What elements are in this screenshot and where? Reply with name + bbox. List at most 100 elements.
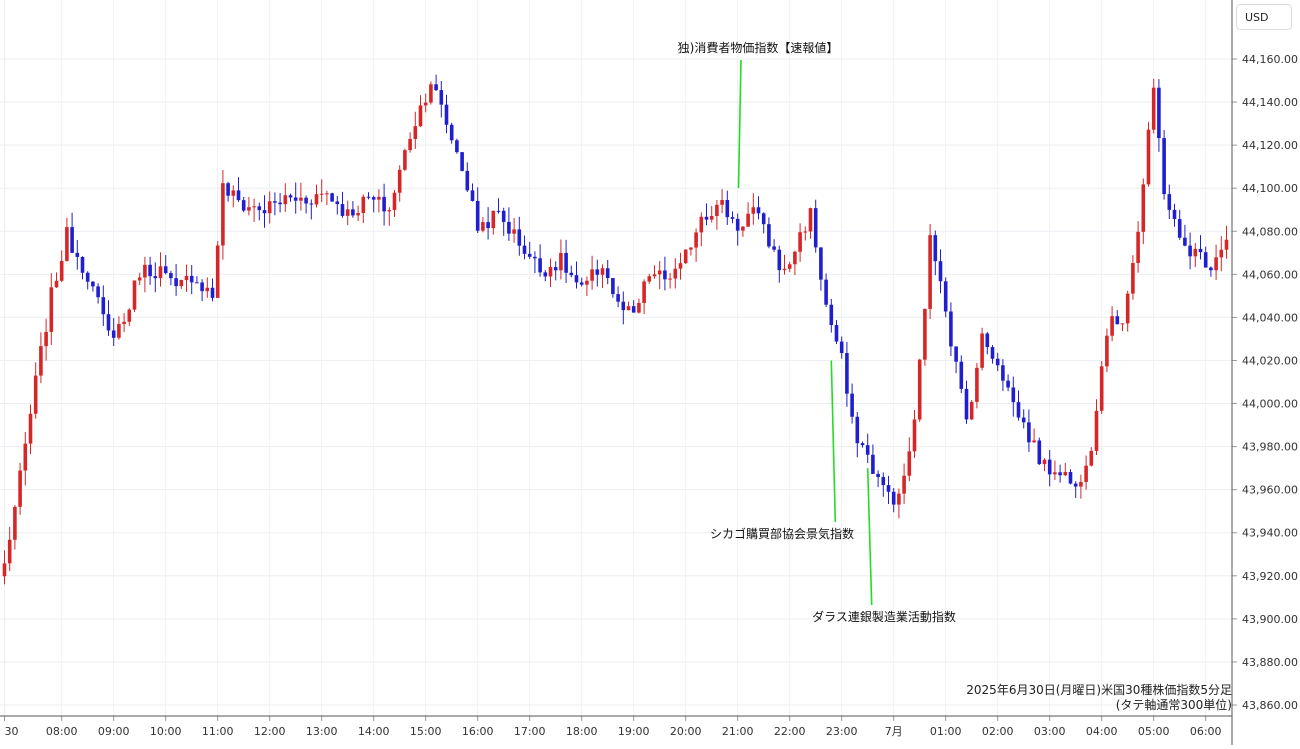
candle-body — [340, 204, 345, 216]
candle-body — [741, 226, 745, 231]
candle — [174, 264, 178, 296]
candle — [564, 239, 568, 283]
candle — [340, 191, 345, 218]
candle-body — [1073, 483, 1078, 487]
candle-body — [267, 201, 272, 214]
candle — [7, 526, 12, 572]
candle — [189, 264, 194, 295]
candle-body — [787, 264, 792, 269]
currency-selector[interactable]: USD — [1236, 4, 1292, 30]
candle-body — [1011, 387, 1016, 403]
candle-body — [1027, 422, 1031, 443]
x-tick-label: 14:00 — [358, 725, 390, 738]
chart-title: 2025年6月30日(月曜日)米国30種株価指数5分足 — [966, 682, 1232, 697]
candle — [871, 444, 875, 475]
candle — [496, 198, 501, 214]
candle-body — [418, 105, 423, 127]
candle — [579, 277, 584, 287]
candle — [1089, 447, 1094, 467]
candle-body — [553, 267, 558, 271]
grid-layer — [0, 0, 1232, 716]
x-tick-label: 03:00 — [1034, 725, 1066, 738]
candle — [1110, 306, 1114, 342]
candle-body — [564, 252, 568, 273]
x-tick-label: 13:00 — [306, 725, 338, 738]
candle-body — [449, 124, 454, 141]
candle-body — [694, 232, 698, 248]
candle — [23, 431, 28, 486]
candle-body — [964, 388, 969, 420]
candle — [616, 286, 620, 308]
candle-body — [1131, 263, 1135, 294]
candle-body — [938, 261, 943, 282]
candle — [845, 341, 849, 407]
chart-subtitle: (タテ軸通常300単位) — [1116, 697, 1232, 712]
candle-body — [1021, 417, 1026, 423]
candle-body — [777, 249, 782, 271]
candle-body — [813, 208, 818, 248]
candle — [49, 273, 54, 345]
candle-body — [808, 208, 813, 232]
candle-body — [533, 256, 537, 259]
candle-body — [49, 287, 54, 332]
candle-body — [772, 246, 776, 250]
candle — [865, 433, 870, 464]
candle-body — [111, 330, 116, 338]
candle-body — [860, 443, 865, 446]
y-tick-label: 43,940.00 — [1242, 527, 1298, 540]
candle — [423, 93, 428, 113]
candle — [663, 256, 667, 291]
candle-body — [28, 413, 33, 444]
candle-body — [273, 201, 277, 203]
candle-body — [897, 493, 901, 505]
candle-body — [782, 268, 787, 271]
candle-body — [569, 272, 574, 276]
candle-body — [491, 210, 496, 229]
candle — [881, 472, 886, 497]
candle — [569, 265, 574, 278]
candle — [553, 261, 558, 281]
candle-body — [522, 245, 527, 254]
event-line — [866, 468, 873, 606]
candle-body — [637, 302, 641, 313]
candle — [465, 162, 470, 192]
candle-body — [1037, 440, 1042, 465]
candle-body — [23, 443, 28, 471]
candle — [221, 169, 225, 260]
candle-body — [990, 347, 995, 359]
candle — [808, 207, 813, 239]
event-label: 独)消費者物価指数【速報値】 — [678, 40, 839, 55]
candle-body — [403, 150, 407, 170]
x-tick-label: 06:00 — [1190, 725, 1222, 738]
candle — [314, 184, 319, 208]
candle-body — [626, 306, 631, 311]
x-tick-label: 18:00 — [566, 725, 598, 738]
candle-body — [1110, 316, 1114, 336]
candle — [605, 260, 610, 285]
candle-body — [995, 358, 1000, 366]
candle — [975, 362, 979, 409]
candle — [933, 230, 938, 276]
candle — [70, 212, 74, 254]
candle — [330, 192, 334, 203]
candle-body — [1099, 366, 1104, 411]
candle — [143, 256, 147, 293]
candle-body — [429, 84, 433, 103]
candle-body — [423, 102, 428, 106]
candle — [413, 111, 418, 149]
candle — [1006, 374, 1010, 392]
candle-body — [158, 266, 163, 279]
candle — [184, 264, 189, 292]
candle — [439, 80, 444, 118]
candle-body — [101, 297, 106, 315]
candle — [325, 190, 329, 206]
candle-body — [730, 217, 735, 219]
candle-body — [122, 321, 126, 324]
x-tick-label: 7月 — [885, 725, 903, 738]
candle — [205, 277, 210, 298]
candle-body — [1136, 231, 1140, 264]
candle — [803, 226, 808, 241]
candle — [600, 264, 605, 289]
candle — [351, 201, 355, 218]
candle — [231, 185, 236, 208]
